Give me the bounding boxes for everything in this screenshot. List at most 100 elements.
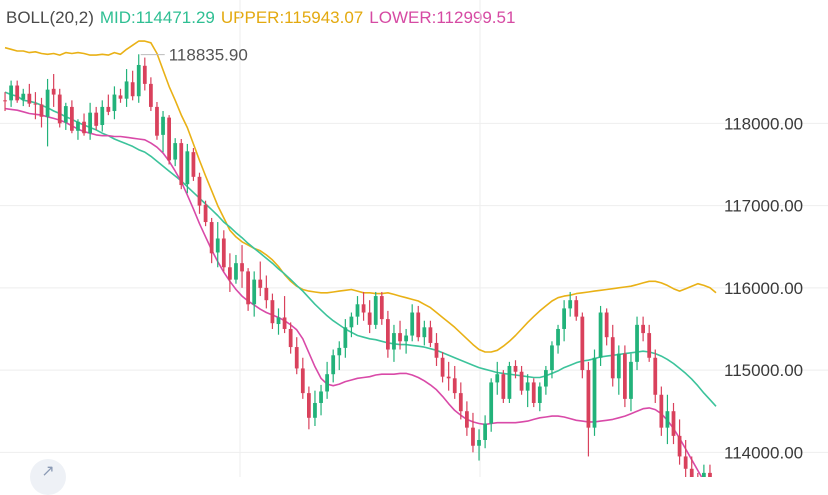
candle-body bbox=[598, 312, 603, 358]
candle-body bbox=[197, 176, 202, 206]
candle-body bbox=[610, 337, 615, 379]
candle-body bbox=[446, 376, 451, 379]
candle bbox=[373, 291, 378, 329]
candle-body bbox=[82, 121, 86, 134]
candle-body bbox=[647, 333, 652, 358]
candle bbox=[264, 275, 269, 309]
candle bbox=[221, 230, 226, 272]
candle bbox=[367, 300, 372, 334]
candle-body bbox=[130, 82, 135, 97]
candle bbox=[404, 328, 408, 354]
candle-body bbox=[234, 263, 238, 280]
boll-upper-label: UPPER:115943.07 bbox=[220, 8, 364, 27]
candle bbox=[379, 291, 384, 325]
candle-body bbox=[142, 65, 147, 84]
candle-body bbox=[325, 374, 329, 392]
candle bbox=[136, 54, 141, 103]
candle bbox=[440, 351, 445, 383]
candle-body bbox=[531, 382, 536, 403]
candle bbox=[39, 97, 44, 128]
candle-body bbox=[586, 370, 591, 428]
candle-body bbox=[167, 117, 171, 161]
candle bbox=[288, 322, 293, 354]
candle-body bbox=[574, 300, 579, 317]
boll-lower-label: LOWER:112999.51 bbox=[369, 8, 516, 27]
candle bbox=[659, 386, 664, 436]
candle bbox=[130, 70, 135, 101]
candle-body bbox=[221, 238, 226, 268]
candle-body bbox=[683, 456, 688, 469]
candle bbox=[112, 86, 117, 120]
candle bbox=[106, 94, 111, 116]
candle bbox=[428, 320, 433, 348]
candle bbox=[118, 88, 123, 103]
candle-body bbox=[136, 64, 141, 97]
candle-body bbox=[677, 435, 682, 457]
candle-body bbox=[112, 94, 117, 112]
candle bbox=[167, 115, 171, 165]
candle bbox=[653, 349, 658, 403]
candle bbox=[270, 293, 275, 329]
candle bbox=[300, 357, 305, 399]
candle bbox=[149, 77, 153, 112]
candle-body bbox=[179, 143, 184, 186]
candle-body bbox=[702, 472, 706, 477]
candle bbox=[173, 138, 178, 167]
candle-body bbox=[386, 319, 390, 350]
candle-body bbox=[458, 393, 463, 412]
candle-body bbox=[106, 106, 111, 112]
candle-body bbox=[452, 378, 457, 394]
candle-body bbox=[276, 317, 281, 325]
candle bbox=[410, 304, 415, 342]
price-axis: 118000.00 117000.00 116000.00 115000.00 1140… bbox=[724, 114, 803, 462]
candle bbox=[592, 349, 597, 436]
candle bbox=[82, 113, 86, 136]
candle-body bbox=[519, 371, 524, 391]
candle bbox=[689, 456, 694, 477]
candle-body bbox=[185, 151, 190, 185]
candle-body bbox=[270, 300, 275, 324]
candle-body bbox=[70, 106, 74, 131]
expand-chart-button[interactable]: ↗ bbox=[30, 459, 66, 495]
candle bbox=[246, 268, 250, 311]
candle bbox=[361, 291, 366, 321]
candle-body bbox=[513, 365, 518, 372]
candle-body bbox=[471, 427, 475, 446]
candle-body bbox=[398, 333, 402, 342]
candle bbox=[94, 106, 99, 130]
candle bbox=[57, 88, 62, 128]
candle-body bbox=[228, 267, 232, 280]
candlestick-chart[interactable]: 118000.00 117000.00 116000.00 115000.00 1140… bbox=[0, 0, 828, 477]
candle-body bbox=[88, 112, 92, 134]
high-price-marker: 118835.90 bbox=[140, 46, 248, 65]
boll-legend: BOLL(20,2) MID:114471.29 UPPER:115943.07 LO… bbox=[6, 8, 521, 28]
upper-band-line bbox=[4, 40, 717, 353]
candle-body bbox=[100, 106, 105, 126]
candle-body bbox=[580, 316, 585, 371]
candle bbox=[191, 148, 196, 181]
candle-body bbox=[288, 328, 293, 348]
candle-body bbox=[562, 308, 566, 329]
candle bbox=[331, 349, 336, 383]
candle-body bbox=[379, 296, 384, 320]
candle-body bbox=[21, 93, 26, 100]
candle bbox=[635, 316, 639, 371]
candle bbox=[142, 57, 147, 91]
candle bbox=[15, 80, 20, 103]
expand-arrow-icon: ↗ bbox=[41, 463, 55, 480]
candle bbox=[161, 111, 165, 153]
candle bbox=[610, 324, 615, 387]
candle bbox=[307, 386, 311, 430]
candle-body bbox=[616, 353, 621, 379]
candle-body bbox=[416, 312, 421, 338]
candle-body bbox=[209, 222, 214, 254]
candle bbox=[386, 310, 390, 358]
candle bbox=[179, 138, 184, 190]
candle-body bbox=[623, 353, 627, 399]
candle-body bbox=[367, 312, 372, 325]
candle-body bbox=[149, 83, 153, 107]
candle-body bbox=[689, 468, 694, 477]
candle-body bbox=[465, 411, 469, 428]
candle-body bbox=[544, 370, 548, 387]
candle bbox=[452, 365, 457, 399]
